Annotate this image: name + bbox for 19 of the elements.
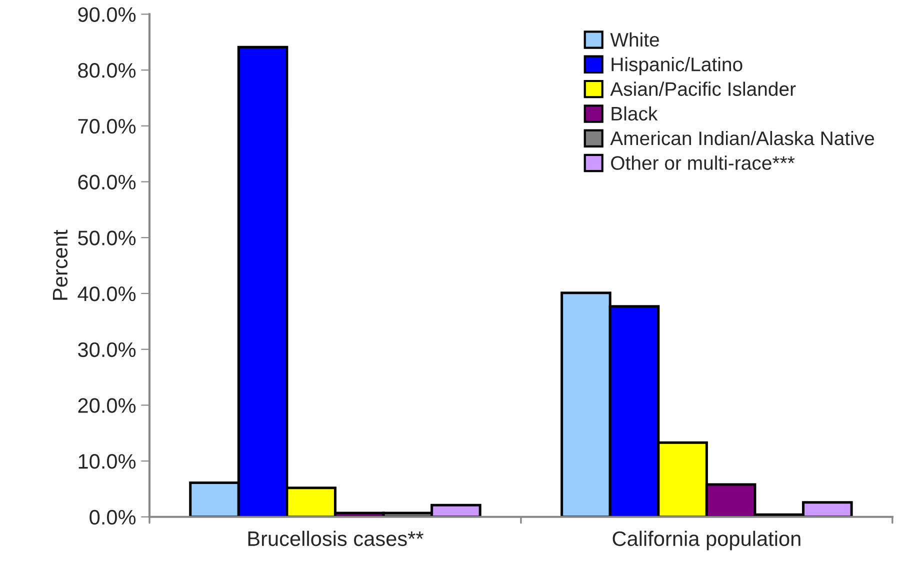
- y-tick-label: 80.0%: [78, 63, 136, 78]
- y-axis-title: Percent: [53, 230, 68, 300]
- y-tick-label: 20.0%: [78, 398, 136, 413]
- y-tick-label: 30.0%: [78, 342, 136, 358]
- y-tick-label: 60.0%: [78, 174, 136, 190]
- x-tick-label: Brucellosis cases**: [248, 530, 424, 546]
- legend-label: American Indian/Alaska Native: [610, 130, 874, 146]
- y-tick-label: 70.0%: [78, 118, 136, 134]
- legend-label: Other or multi-race***: [611, 156, 795, 170]
- legend-label: Asian/Pacific Islander: [610, 82, 796, 96]
- y-tick-label: 90.0%: [78, 7, 136, 22]
- y-tick-label: 10.0%: [78, 454, 136, 469]
- y-tick-label: 0.0%: [90, 510, 136, 525]
- legend-label: Hispanic/Latino: [612, 57, 742, 76]
- x-tick-label: California population: [612, 530, 800, 550]
- legend-label: Black: [612, 106, 658, 121]
- y-tick-label: 50.0%: [78, 230, 136, 246]
- y-tick-label: 40.0%: [78, 286, 136, 302]
- legend-label: White: [610, 32, 659, 47]
